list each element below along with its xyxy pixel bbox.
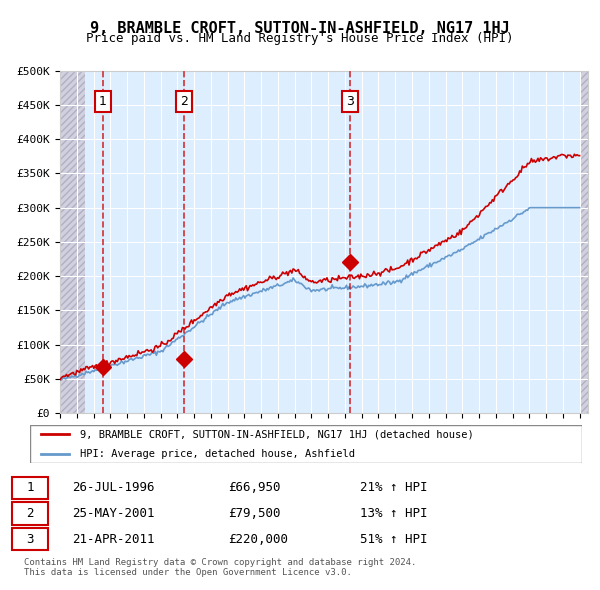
Text: 2: 2 <box>26 507 34 520</box>
FancyBboxPatch shape <box>12 528 48 550</box>
FancyBboxPatch shape <box>12 503 48 525</box>
Text: 3: 3 <box>26 533 34 546</box>
Text: £220,000: £220,000 <box>228 533 288 546</box>
Bar <box>580 71 596 413</box>
Text: 21% ↑ HPI: 21% ↑ HPI <box>360 481 427 494</box>
FancyBboxPatch shape <box>12 477 48 499</box>
Text: 1: 1 <box>26 481 34 494</box>
Text: Contains HM Land Registry data © Crown copyright and database right 2024.
This d: Contains HM Land Registry data © Crown c… <box>24 558 416 577</box>
Text: 2: 2 <box>180 95 188 108</box>
Text: 51% ↑ HPI: 51% ↑ HPI <box>360 533 427 546</box>
Bar <box>60 71 85 413</box>
Text: 25-MAY-2001: 25-MAY-2001 <box>72 507 155 520</box>
Text: £66,950: £66,950 <box>228 481 281 494</box>
Text: 1: 1 <box>99 95 107 108</box>
Bar <box>60 71 85 413</box>
Text: £79,500: £79,500 <box>228 507 281 520</box>
Text: 3: 3 <box>346 95 354 108</box>
Text: 13% ↑ HPI: 13% ↑ HPI <box>360 507 427 520</box>
Text: HPI: Average price, detached house, Ashfield: HPI: Average price, detached house, Ashf… <box>80 448 355 458</box>
Text: 26-JUL-1996: 26-JUL-1996 <box>72 481 155 494</box>
Text: 21-APR-2011: 21-APR-2011 <box>72 533 155 546</box>
Text: 9, BRAMBLE CROFT, SUTTON-IN-ASHFIELD, NG17 1HJ (detached house): 9, BRAMBLE CROFT, SUTTON-IN-ASHFIELD, NG… <box>80 430 473 440</box>
Text: Price paid vs. HM Land Registry's House Price Index (HPI): Price paid vs. HM Land Registry's House … <box>86 32 514 45</box>
Text: 9, BRAMBLE CROFT, SUTTON-IN-ASHFIELD, NG17 1HJ: 9, BRAMBLE CROFT, SUTTON-IN-ASHFIELD, NG… <box>90 21 510 35</box>
